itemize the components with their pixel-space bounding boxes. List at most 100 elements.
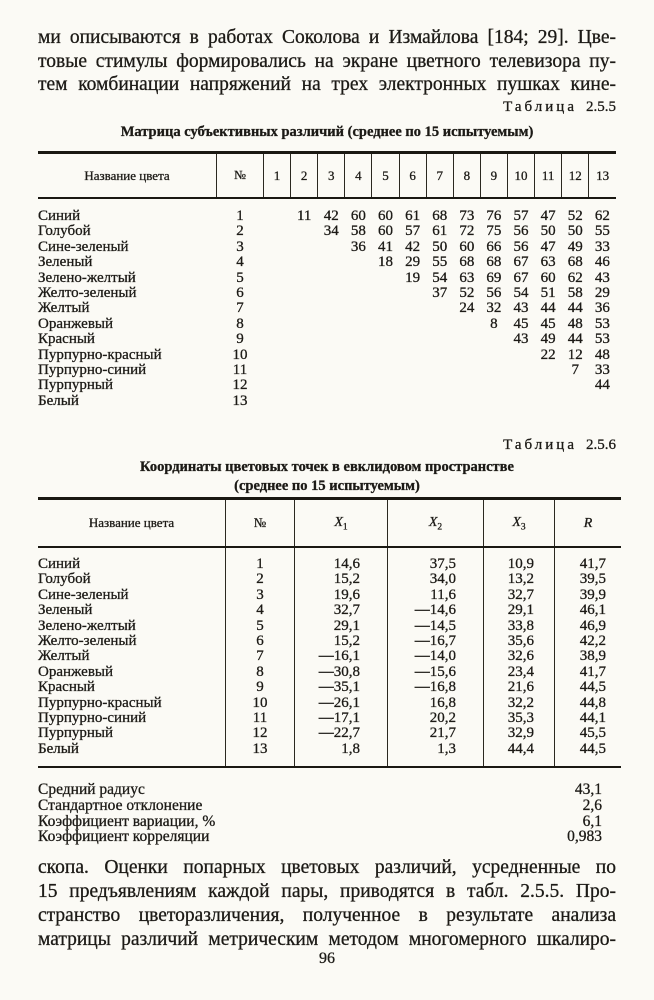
matrix-value-cell: 43 xyxy=(513,331,529,348)
table1-title: Матрица субъективных различий (среднее п… xyxy=(120,124,534,140)
x3-value-cell: 21,6 xyxy=(483,679,555,696)
color-name-cell: Пурпурно-синий xyxy=(38,710,147,727)
matrix-value-cell: 56 xyxy=(513,223,529,240)
color-number-cell: 12 xyxy=(225,725,295,742)
matrix-value-cell xyxy=(399,394,426,409)
color-name-cell: Желто-зеленый xyxy=(38,633,137,650)
matrix-row: Пурпурный 12 44 xyxy=(38,377,616,394)
matrix-value-cell: 60 xyxy=(377,223,393,240)
color-number-cell: 2 xyxy=(236,223,244,240)
matrix-value-cell xyxy=(345,317,372,332)
color-number-cell: 4 xyxy=(225,602,295,619)
matrix-value-cell: 69 xyxy=(486,269,502,286)
matrix-value-cell xyxy=(345,363,372,378)
matrix-value-cell xyxy=(372,317,399,332)
matrix-value-cell: 57 xyxy=(513,208,529,224)
matrix-value-cell xyxy=(345,378,372,393)
radius-value-cell: 39,9 xyxy=(554,587,621,604)
matrix-value-cell xyxy=(264,363,291,378)
table1-header-col-6: 6 xyxy=(398,152,427,199)
matrix-value-cell xyxy=(345,394,372,409)
x2-value-cell: 37,5 xyxy=(387,547,484,573)
x3-value-cell: 29,1 xyxy=(483,602,555,619)
table2-header-x1: X1 xyxy=(294,498,388,548)
matrix-value-cell xyxy=(291,317,318,332)
matrix-value-cell xyxy=(507,394,534,409)
matrix-value-cell xyxy=(372,271,399,286)
matrix-value-cell: 18 xyxy=(377,254,393,271)
x1-value-cell: 14,6 xyxy=(294,547,388,573)
matrix-value-cell xyxy=(372,286,399,301)
stat-label: Коэффициент вариации, % xyxy=(38,812,216,830)
matrix-row: Сине-зеленый 3 36 41 42 50 60 66 56 47 49 33 xyxy=(38,238,616,255)
matrix-value-cell xyxy=(399,286,426,301)
coordinates-row: Желтый 7 —16,1 —14,0 32,6 38,9 xyxy=(38,648,621,665)
matrix-value-cell: 72 xyxy=(459,223,475,240)
matrix-value-cell xyxy=(291,224,318,239)
table2-title: Координаты цветовых точек в евклидовом п… xyxy=(38,458,616,496)
matrix-value-cell xyxy=(589,394,616,409)
x3-value-cell: 32,7 xyxy=(483,587,555,604)
matrix-value-cell xyxy=(291,332,318,347)
stat-value: 6,1 xyxy=(582,812,602,830)
color-name-cell: Зеленый xyxy=(38,602,93,619)
matrix-value-cell xyxy=(264,394,291,409)
matrix-value-cell: 29 xyxy=(594,285,610,302)
matrix-value-cell xyxy=(345,332,372,347)
matrix-value-cell xyxy=(264,301,291,316)
matrix-value-cell: 52 xyxy=(567,208,583,224)
x2-value-cell: —16,8 xyxy=(387,679,484,696)
matrix-value-cell: 44 xyxy=(594,377,610,394)
stat-row: Стандартное отклонение 2,6 xyxy=(38,797,616,814)
matrix-value-cell: 12 xyxy=(567,346,583,363)
radius-value-cell: 44,8 xyxy=(554,695,621,712)
matrix-value-cell xyxy=(345,348,372,363)
table1-caption-number: 2.5.5 xyxy=(586,99,616,115)
matrix-value-cell xyxy=(399,301,426,316)
x2-value-cell: —14,5 xyxy=(387,618,484,635)
x1-value-cell: —16,1 xyxy=(294,648,388,665)
color-name-cell: Сине-зеленый xyxy=(38,238,129,255)
matrix-value-cell: 67 xyxy=(513,254,529,271)
matrix-value-cell xyxy=(426,363,453,378)
color-name-cell: Пурпурный xyxy=(38,377,113,394)
x2-value-cell: —14,0 xyxy=(387,648,484,665)
x3-value-cell: 32,2 xyxy=(483,695,555,712)
x2-value-cell: 21,7 xyxy=(387,725,484,742)
table1-header-col-13: 13 xyxy=(588,152,616,199)
x1-value-cell: 15,2 xyxy=(294,571,388,588)
color-number-cell: 4 xyxy=(236,254,244,271)
color-number-cell: 3 xyxy=(236,238,244,255)
paragraph-top: ми описываются в работах Соколова и Изма… xyxy=(38,26,616,97)
color-number-cell: 9 xyxy=(236,331,244,348)
matrix-value-cell xyxy=(291,394,318,409)
matrix-value-cell: 32 xyxy=(486,300,502,317)
color-name-cell: Пурпурно-синий xyxy=(38,362,147,379)
matrix-value-cell xyxy=(345,301,372,316)
matrix-value-cell xyxy=(480,363,507,378)
table2-header-x2: X2 xyxy=(387,498,484,548)
matrix-value-cell xyxy=(345,271,372,286)
matrix-value-cell: 46 xyxy=(594,254,610,271)
matrix-value-cell xyxy=(453,363,480,378)
x1-value-cell: —30,8 xyxy=(294,664,388,681)
coordinates-row: Пурпурно-красный 10 —26,1 16,8 32,2 44,8 xyxy=(38,695,621,712)
matrix-value-cell: 47 xyxy=(540,238,556,255)
matrix-value-cell: 41 xyxy=(377,238,393,255)
matrix-value-cell: 58 xyxy=(350,223,366,240)
coordinates-row: Красный 9 —35,1 —16,8 21,6 44,5 xyxy=(38,679,621,696)
color-name-cell: Красный xyxy=(38,679,95,696)
matrix-row: Синий 1 11 42 60 60 61 68 73 76 57 47 52 62 xyxy=(38,198,616,224)
matrix-value-cell xyxy=(345,255,372,270)
matrix-row: Зелено-желтый 5 19 54 63 69 67 60 62 43 xyxy=(38,269,616,286)
paragraph-line: скопа. Оценки попарных цветовых различий… xyxy=(38,857,616,878)
matrix-value-cell xyxy=(264,317,291,332)
matrix-value-cell: 43 xyxy=(594,269,610,286)
x3-value-cell: 32,6 xyxy=(483,648,555,665)
matrix-value-cell: 58 xyxy=(567,285,583,302)
matrix-value-cell: 75 xyxy=(486,223,502,240)
color-name-cell: Красный xyxy=(38,331,95,348)
matrix-value-cell xyxy=(399,378,426,393)
matrix-value-cell: 63 xyxy=(459,269,475,286)
color-coordinates-table: Название цвета № X1 X2 X3 R Синий 1 14,6 37… xyxy=(38,497,621,769)
